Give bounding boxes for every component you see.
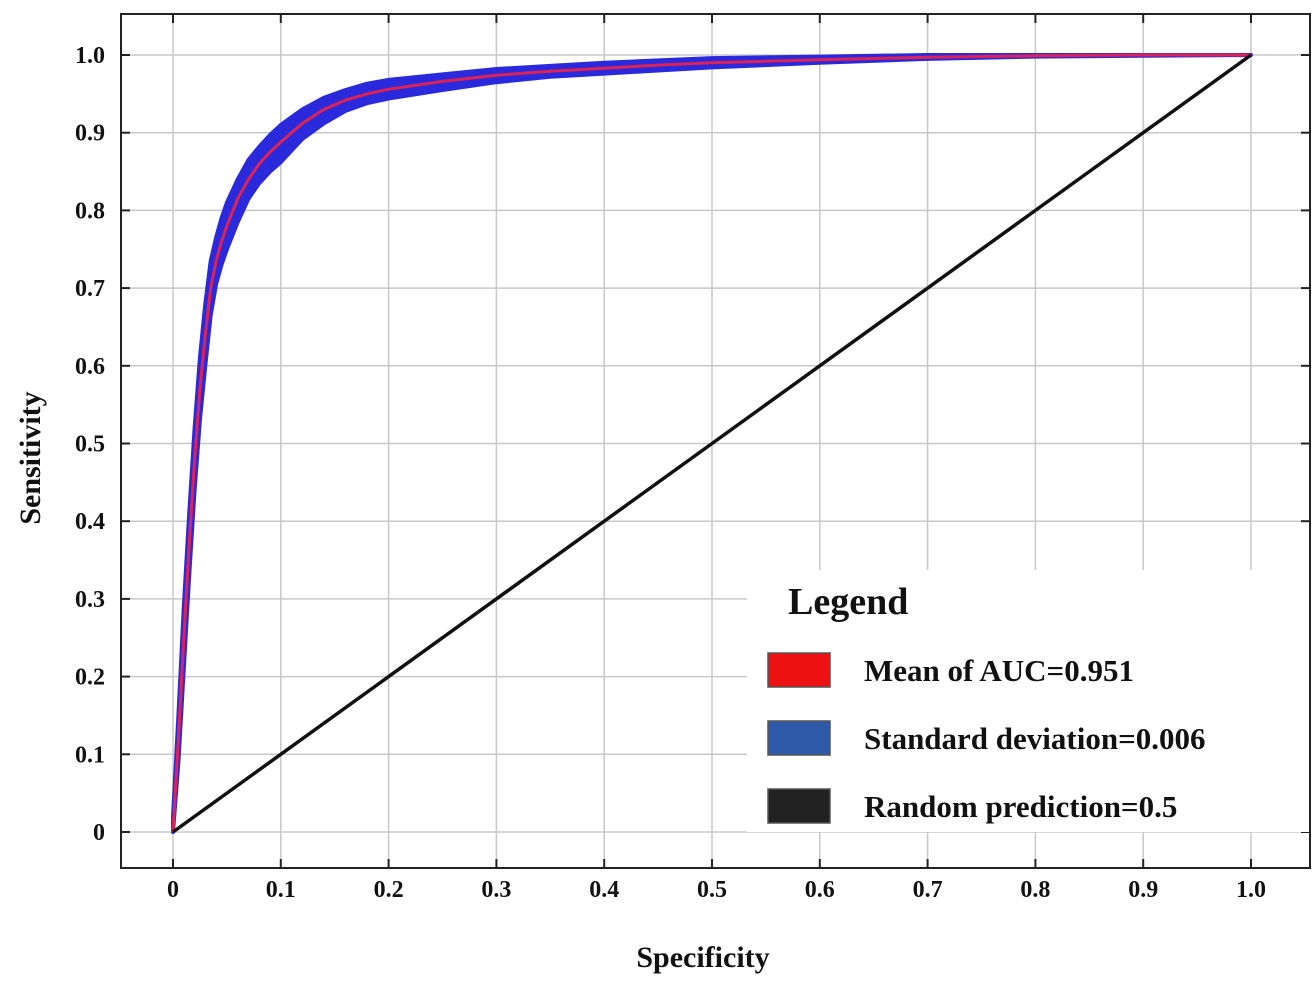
x-tick-label: 0.1 [266,877,296,903]
y-tick-label: 0.5 [75,432,105,458]
y-tick-label: 0.7 [75,276,105,302]
x-tick-label: 0.6 [805,877,835,903]
x-tick-label: 0.5 [697,877,727,903]
legend-swatch [767,652,831,688]
y-tick-label: 0 [93,820,105,846]
line-layer [171,53,1253,834]
y-tick-label: 0.8 [75,198,105,224]
y-tick-label: 0.2 [75,665,105,691]
y-tick-label: 0.4 [75,509,105,535]
x-tick-label: 1.0 [1236,877,1266,903]
legend-title: Legend [788,581,908,623]
x-tick-label: 0.7 [913,877,943,903]
legend-label: Mean of AUC=0.951 [864,653,1134,688]
legend: Legend Mean of AUC=0.951 Standard deviati… [747,570,1309,832]
x-tick-label: 0.3 [481,877,511,903]
plot-frame [120,13,1311,869]
x-axis-title: Specificity [636,941,769,974]
y-tick-label: 0.1 [75,742,105,768]
x-tick-label: 0.9 [1128,877,1158,903]
random-prediction-line [171,53,1253,834]
legend-label: Random prediction=0.5 [864,789,1177,824]
legend-swatch [767,720,831,756]
x-tick-label: 0 [167,877,179,903]
y-axis-title: Sensitivity [14,391,47,524]
x-tick-label: 0.2 [374,877,404,903]
x-tick-label: 0.4 [589,877,619,903]
y-tick-label: 1.0 [75,43,105,69]
legend-background [747,570,1309,832]
y-tick-label: 0.3 [75,587,105,613]
y-tick-label: 0.9 [75,121,105,147]
tick-layer: 0 0.1 0.2 0.3 0.4 0.5 0.6 0.7 0.8 0.9 1.0 0 0.1 0.2 0.… [75,14,1310,903]
legend-swatch [767,788,831,824]
mean-roc-line [171,53,1251,833]
legend-label: Standard deviation=0.006 [864,721,1206,756]
y-tick-label: 0.6 [75,354,105,380]
x-tick-label: 0.8 [1020,877,1050,903]
